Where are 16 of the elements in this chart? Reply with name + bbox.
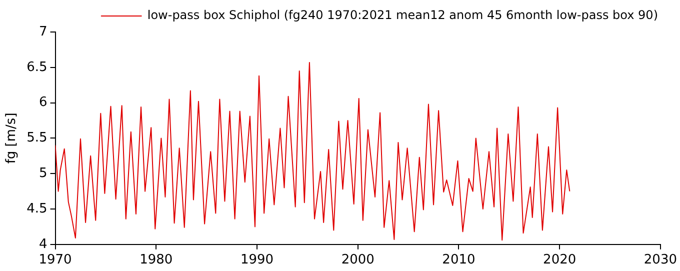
x-tick-label: 2000 — [341, 252, 374, 268]
y-tick-label: 6 — [38, 95, 48, 110]
legend-label: low-pass box Schiphol (fg240 1970:2021 mean12 anom 45 6month low-pass box 90) — [147, 8, 658, 22]
x-tick-label: 2010 — [442, 252, 476, 268]
y-tick-label: 4 — [38, 236, 48, 252]
x-tick-label: 1970 — [38, 252, 72, 268]
y-tick-label: 5.5 — [26, 130, 48, 146]
x-tick-label: 2020 — [543, 252, 576, 268]
y-axis-title: fg [m/s] — [4, 112, 20, 164]
x-tick-label: 1990 — [240, 252, 274, 268]
y-tick-label: 6.5 — [26, 60, 48, 75]
y-tick-label: 5 — [38, 166, 48, 181]
x-tick-label: 1980 — [140, 252, 173, 268]
y-tick-label: 4.5 — [26, 201, 48, 216]
y-tick-label: 7 — [38, 24, 48, 40]
x-tick-label: 2030 — [644, 252, 678, 268]
